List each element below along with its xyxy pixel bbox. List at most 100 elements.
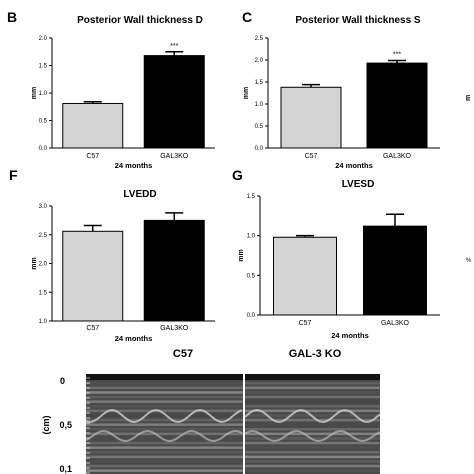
echo-band (245, 464, 380, 468)
y-tick-label: 1.5 (247, 194, 256, 200)
y-tick-label: 1.5 (39, 290, 48, 296)
echo-band (86, 469, 243, 472)
chart-title: LVESD (342, 179, 375, 190)
category-label-c57: C57 (86, 153, 99, 160)
echo-band (245, 451, 380, 454)
echo-top-band (86, 374, 243, 380)
y-axis-label: mm (243, 87, 250, 99)
y-tick-label: 1.0 (39, 319, 48, 325)
echo-section: C57 GAL-3 KO (cm) 0 0,5 0,1 (41, 348, 381, 474)
echo-band (245, 409, 380, 413)
echo-band (86, 441, 243, 445)
echo-band (86, 437, 243, 440)
echo-band (86, 400, 243, 403)
echo-band (245, 395, 380, 399)
echo-band (245, 469, 380, 472)
group-label: 24 months (115, 161, 153, 170)
chart-posterior-wall-d: Posterior Wall thickness D 0.0 0.5 1.0 1.5 2.… (31, 15, 215, 170)
echo-band (86, 432, 243, 436)
y-axis-label: mm (31, 257, 38, 269)
echo-band (245, 455, 380, 459)
echo-band (86, 395, 243, 399)
echo-y-axis-label: (cm) (41, 415, 51, 434)
y-tick-label: 2.0 (39, 36, 48, 42)
echo-image-c57 (85, 374, 245, 474)
echo-band (86, 455, 243, 459)
y-tick-label: 2.5 (39, 233, 48, 239)
echo-band (86, 405, 243, 408)
echo-band (86, 409, 243, 413)
echo-band (86, 423, 243, 426)
echo-tick-01: 0,1 (59, 464, 72, 474)
echo-tick-0: 0 (60, 376, 65, 386)
cropped-axis-fragment: m (465, 95, 472, 101)
echo-wall-trace (85, 429, 243, 443)
chart-lvesd: LVESD 0.0 0.5 1.0 1.5 mm C57 GAL3KO 24 months (238, 179, 440, 340)
bar-c57 (62, 102, 124, 149)
bar-gal3ko (366, 62, 428, 149)
bar-gal3ko (143, 55, 205, 149)
echo-band (245, 460, 380, 463)
bar-gal3ko (363, 225, 427, 316)
echo-band (86, 428, 243, 431)
bar-c57 (62, 230, 124, 322)
category-label-c57: C57 (305, 153, 318, 160)
panel-letter-f: F (9, 167, 18, 183)
panel-letter-b: B (7, 9, 17, 25)
echo-wall-trace (85, 408, 243, 424)
echo-band (86, 464, 243, 468)
y-tick-label: 0.5 (255, 124, 264, 130)
category-label-gal3ko: GAL3KO (160, 153, 189, 160)
y-tick-label: 1.0 (39, 91, 48, 97)
category-label-gal3ko: GAL3KO (160, 325, 189, 332)
echo-band (86, 460, 243, 463)
y-tick-label: 2.5 (255, 36, 264, 42)
bar-c57 (280, 86, 342, 149)
echo-band (86, 451, 243, 454)
y-tick-label: 1.5 (39, 64, 48, 70)
y-tick-label: 2.0 (39, 262, 48, 268)
echo-band (245, 441, 380, 445)
echo-band (245, 428, 380, 431)
group-label: 24 months (335, 161, 373, 170)
panel-letter-c: C (242, 9, 252, 25)
bar-gal3ko (143, 219, 205, 322)
y-axis-label: mm (31, 87, 38, 99)
echo-label-gal3ko: GAL-3 KO (289, 348, 342, 360)
y-tick-label: 0.5 (247, 273, 256, 279)
chart-title: Posterior Wall thickness D (77, 15, 203, 26)
y-tick-label: 2.0 (255, 58, 264, 64)
group-label: 24 months (331, 331, 369, 340)
chart-lvedd: LVEDD 1.0 1.5 2.0 2.5 3.0 mm C57 GAL3KO 24 months (31, 189, 215, 343)
echo-wall-trace (244, 429, 381, 443)
y-tick-label: 0.0 (247, 313, 256, 319)
y-tick-label: 3.0 (39, 204, 48, 210)
echo-band (245, 400, 380, 403)
echo-top-band (245, 374, 380, 380)
echo-band (245, 386, 380, 390)
chart-title: LVEDD (123, 189, 156, 200)
echo-band (86, 386, 243, 390)
echo-tick-05: 0,5 (59, 420, 72, 430)
y-tick-label: 1.0 (247, 234, 256, 240)
echo-band (86, 418, 243, 422)
y-tick-label: 0.0 (39, 146, 48, 152)
significance-marker: *** (170, 43, 178, 50)
significance-marker: *** (393, 51, 401, 58)
echo-band (245, 446, 380, 449)
echo-band (245, 432, 380, 436)
echo-band (245, 391, 380, 394)
echo-wall-trace (244, 408, 381, 424)
group-label: 24 months (115, 334, 153, 343)
echo-label-c57: C57 (173, 348, 193, 360)
echo-band (86, 446, 243, 449)
echo-band (86, 414, 243, 417)
echo-band (245, 418, 380, 422)
category-label-gal3ko: GAL3KO (383, 153, 412, 160)
echo-band (86, 391, 243, 394)
echo-band (245, 382, 380, 385)
chart-title: Posterior Wall thickness S (295, 15, 421, 26)
panel-letter-g: G (232, 167, 243, 183)
y-tick-label: 0.0 (255, 146, 264, 152)
